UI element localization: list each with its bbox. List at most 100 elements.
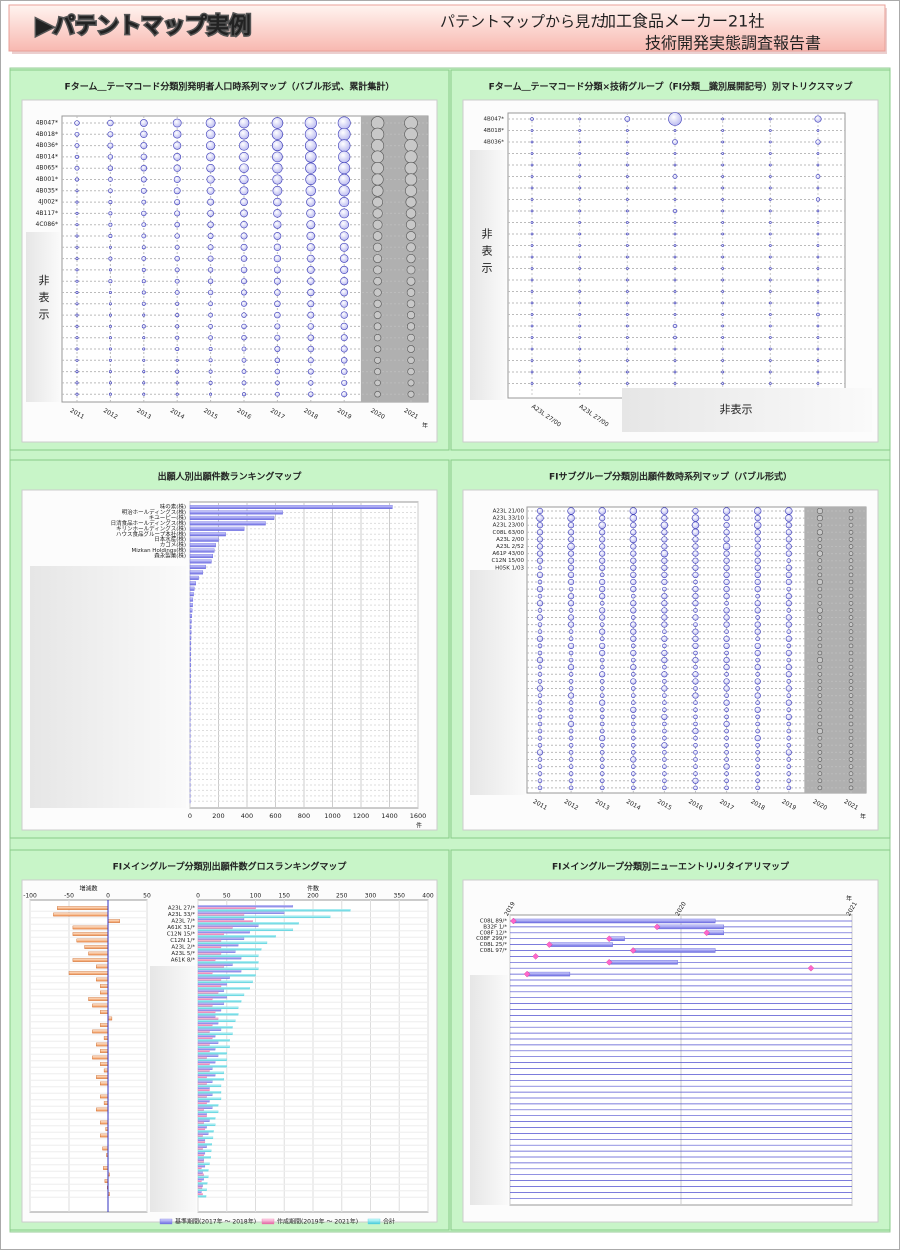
bubble — [769, 175, 772, 178]
row-label: 森永製菓(株) — [154, 552, 186, 560]
bubble — [568, 720, 575, 728]
bubble — [817, 714, 823, 720]
bubble — [753, 521, 762, 529]
bubble — [817, 565, 823, 571]
row-label: 4B018* — [483, 128, 504, 134]
bubble — [142, 313, 146, 317]
row-label: 4B018* — [36, 131, 58, 138]
bubble — [306, 208, 316, 218]
bubble — [405, 196, 417, 208]
bubble — [786, 728, 792, 734]
bubble — [755, 593, 760, 599]
bubble — [816, 221, 820, 224]
bubble — [817, 743, 823, 748]
row-label: A61K 8/* — [171, 958, 195, 964]
bubble — [769, 163, 772, 167]
bubble — [672, 323, 678, 329]
bubble — [241, 312, 247, 318]
bubble — [816, 186, 820, 190]
bubble — [340, 322, 348, 331]
bubble — [724, 757, 729, 762]
change-bar — [103, 1036, 109, 1040]
bar — [197, 1115, 207, 1118]
header-title: ▶パテントマップ実例 — [36, 13, 251, 39]
bubble — [568, 757, 574, 762]
bubble — [537, 771, 543, 776]
bubble — [240, 266, 248, 274]
bubble — [373, 265, 383, 275]
bubble — [692, 507, 699, 515]
bubble — [848, 508, 854, 514]
bubble — [275, 391, 280, 397]
bubble — [271, 140, 283, 152]
bar — [189, 663, 191, 668]
bar — [197, 970, 242, 973]
bubble — [599, 757, 605, 762]
bubble — [785, 749, 792, 756]
bubble — [568, 586, 574, 592]
change-bar — [99, 1133, 109, 1138]
bar — [189, 564, 206, 569]
bubble — [175, 313, 180, 318]
bubble — [536, 571, 544, 578]
bubble — [108, 268, 112, 272]
bubble — [754, 621, 761, 628]
bubble — [374, 356, 382, 364]
bubble — [374, 379, 381, 387]
bubble — [848, 750, 854, 755]
bubble — [692, 635, 699, 642]
bubble — [599, 515, 606, 522]
bubble — [175, 392, 179, 396]
bubble — [207, 267, 214, 273]
bubble — [537, 757, 543, 762]
bubble — [537, 785, 543, 791]
chart-title: FIメイングループ分類別出願件数グロスランキングマップ — [113, 861, 348, 873]
bar — [197, 1165, 206, 1168]
bubble — [693, 714, 698, 720]
range-bar — [632, 948, 716, 953]
change-bar — [92, 1029, 109, 1034]
bubble — [848, 551, 854, 556]
bubble — [672, 208, 678, 214]
bubble — [175, 324, 180, 329]
bubble — [754, 571, 761, 578]
row-label: 4B036* — [36, 142, 58, 149]
bubble — [693, 622, 698, 627]
bar — [189, 673, 191, 678]
bubble — [630, 564, 637, 571]
bubble — [693, 721, 698, 727]
bar — [197, 1186, 203, 1189]
bubble — [240, 209, 248, 218]
bubble — [142, 347, 146, 351]
row-label: カゴメ(株) — [160, 541, 186, 549]
bubble — [817, 615, 823, 620]
bar — [197, 1024, 213, 1027]
bubble — [240, 232, 248, 240]
bubble — [631, 672, 636, 677]
bubble — [769, 313, 772, 316]
bubble — [173, 164, 181, 172]
bubble — [661, 657, 668, 664]
bubble — [848, 558, 854, 563]
bubble — [626, 359, 629, 362]
bubble — [373, 345, 382, 353]
bubble — [626, 209, 629, 213]
bubble — [723, 657, 730, 664]
bubble — [339, 208, 350, 219]
bubble — [721, 255, 724, 259]
bubble — [108, 324, 112, 328]
bubble — [848, 629, 854, 634]
bubble — [599, 721, 605, 727]
bar — [189, 581, 196, 586]
bubble — [578, 313, 581, 316]
bubble — [692, 543, 699, 550]
bubble — [817, 664, 823, 670]
bar — [197, 918, 245, 921]
bubble — [536, 522, 544, 529]
bar — [189, 554, 213, 559]
x-tick-label: 200 — [212, 812, 224, 820]
bubble — [536, 600, 544, 607]
bubble — [723, 664, 730, 671]
x-unit: 年 — [860, 813, 866, 821]
bubble — [723, 614, 730, 621]
